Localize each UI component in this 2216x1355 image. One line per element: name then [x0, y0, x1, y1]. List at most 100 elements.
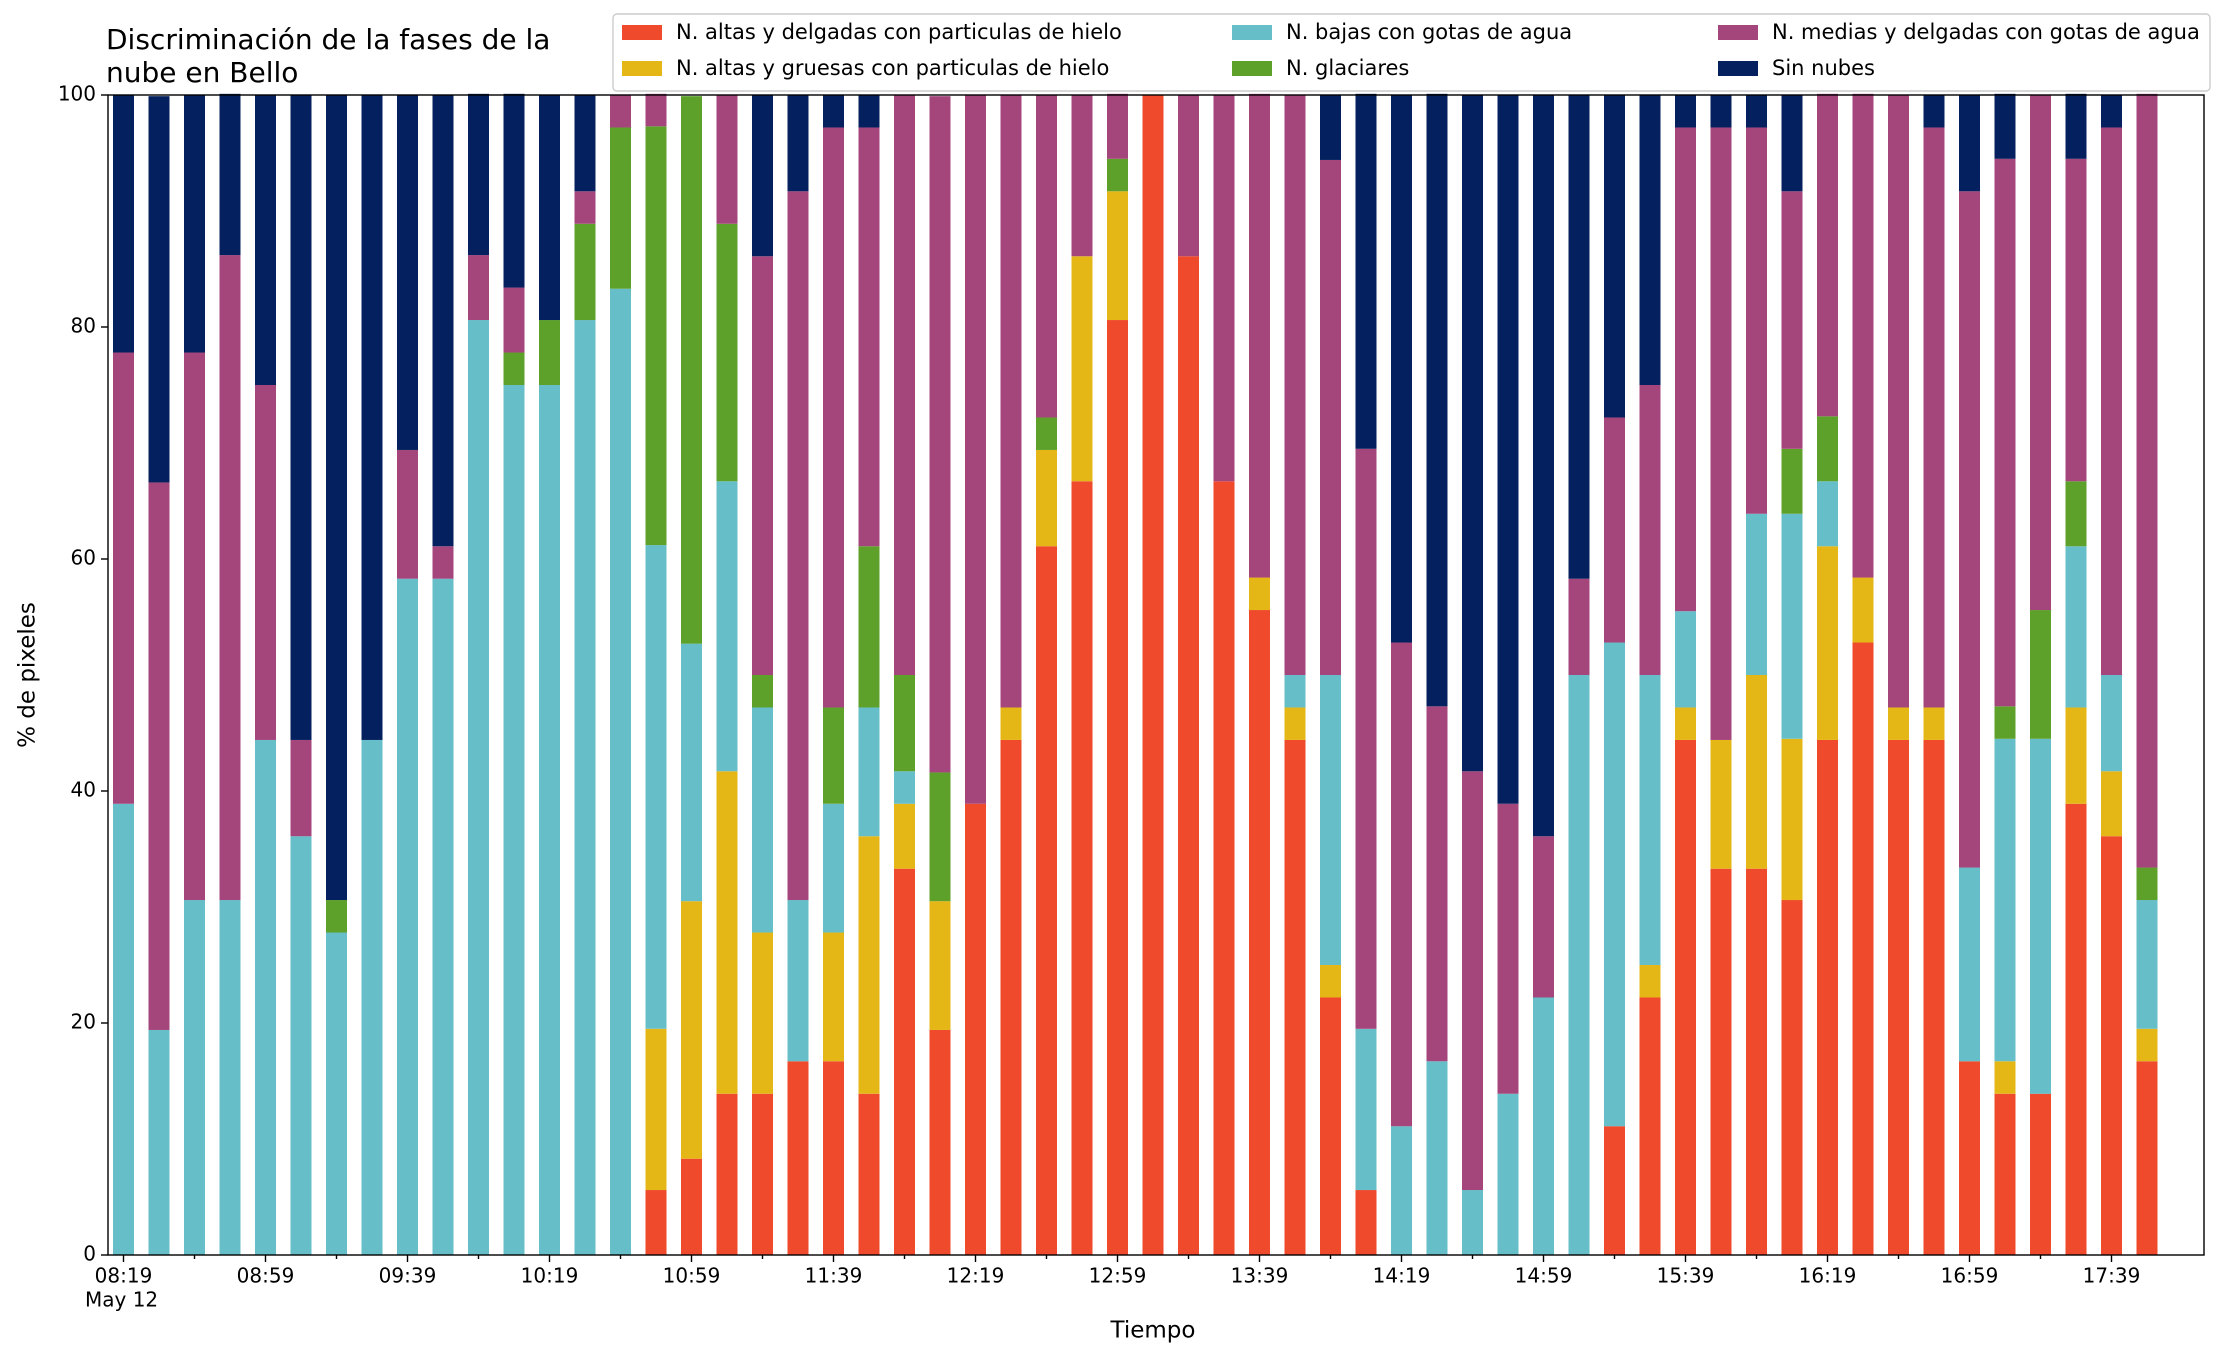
x-tick-label: 13:39: [1231, 1264, 1289, 1288]
bar-segment: [681, 643, 702, 902]
bar-segment: [1249, 610, 1270, 1255]
bar-segment: [894, 95, 915, 675]
bar-segment: [1639, 385, 1661, 675]
bar-segment: [290, 836, 312, 1255]
bar-segment: [823, 1061, 844, 1255]
bar-segment: [184, 352, 205, 901]
bar-segment: [1817, 93, 1838, 417]
bar-segment: [1320, 675, 1341, 965]
bar-segment: [1497, 1093, 1519, 1255]
bar-segment: [2065, 93, 2087, 159]
bar-segment: [1284, 675, 1306, 708]
bar-segment: [645, 1028, 667, 1191]
bar-segment: [1959, 191, 1980, 868]
bar-segment: [1923, 95, 1945, 128]
bar-segment: [858, 707, 880, 837]
bar-segment: [539, 95, 560, 321]
legend-label: N. bajas con gotas de agua: [1286, 20, 1572, 44]
bar-segment: [823, 127, 844, 708]
bar-segment: [1781, 513, 1803, 739]
bar-segment: [432, 95, 454, 547]
bar-segment: [1426, 1061, 1448, 1255]
bar-segment: [2065, 707, 2087, 804]
bar-segment: [1923, 739, 1945, 1255]
bar-segment: [1071, 256, 1093, 482]
bar-segment: [1604, 1126, 1625, 1255]
bar-segment: [787, 191, 809, 901]
bar-segment: [645, 1190, 667, 1255]
bar-segment: [894, 803, 915, 869]
bar-segment: [929, 1029, 951, 1255]
bar-segment: [1852, 577, 1874, 643]
bar-segment: [1320, 95, 1341, 160]
bar-segment: [1178, 95, 1199, 257]
bar-segment: [503, 287, 525, 353]
bar-segment: [1249, 577, 1270, 611]
bar-segment: [716, 481, 738, 772]
bar-segment: [1888, 707, 1909, 740]
bar-segment: [1497, 95, 1519, 804]
y-tick-label: 40: [71, 778, 96, 802]
bar-segment: [716, 223, 738, 482]
bar-segment: [326, 900, 347, 933]
bar-segment: [2101, 675, 2122, 772]
bar-segment: [823, 707, 844, 804]
bar-segment: [539, 385, 560, 1255]
bar-segment: [255, 385, 276, 740]
bar-segment: [1462, 1190, 1483, 1255]
bar-segment: [539, 320, 560, 385]
bar-segment: [1746, 513, 1767, 675]
bar-segment: [2101, 127, 2122, 676]
x-tick-label: 11:39: [805, 1264, 863, 1288]
bar-segment: [1604, 95, 1625, 418]
bar-segment: [1746, 95, 1767, 128]
bar-segment: [1781, 191, 1803, 449]
bar-segment: [326, 932, 347, 1255]
bar-segment: [1320, 965, 1341, 998]
bar-segment: [929, 901, 951, 1030]
bar-segment: [1320, 159, 1341, 675]
legend-label: N. glaciares: [1286, 56, 1409, 80]
y-tick-label: 80: [71, 314, 96, 338]
bar-segment: [1852, 642, 1874, 1255]
legend-swatch: [622, 61, 662, 76]
bar-segment: [2030, 95, 2051, 611]
bar-segment: [1746, 675, 1767, 869]
bar-segment: [1923, 127, 1945, 708]
bar-segment: [1284, 739, 1306, 1255]
bar-segment: [397, 578, 418, 1255]
bar-segment: [1568, 95, 1590, 579]
bar-segment: [1320, 997, 1341, 1255]
bar-segment: [1107, 191, 1128, 321]
bar-segment: [1355, 1028, 1377, 1191]
bar-segment: [1923, 707, 1945, 740]
bar-segment: [681, 1158, 702, 1255]
bar-segment: [1781, 738, 1803, 901]
legend-swatch: [1232, 61, 1272, 76]
bar-segment: [1036, 546, 1057, 1255]
bar-segment: [1604, 417, 1625, 643]
bar-segment: [1000, 707, 1022, 740]
bar-segment: [787, 95, 809, 192]
x-tick-label: 10:59: [663, 1264, 721, 1288]
bar-segment: [858, 1093, 880, 1255]
x-tick-label: 14:59: [1515, 1264, 1573, 1288]
bar-segment: [574, 95, 596, 192]
bar-segment: [1994, 1093, 2016, 1255]
bar-segment: [1781, 95, 1803, 192]
bar-segment: [1142, 95, 1164, 1255]
bar-segment: [1710, 127, 1732, 740]
bar-segment: [184, 95, 205, 353]
bar-segment: [1852, 93, 1874, 578]
bar-segment: [858, 95, 880, 128]
x-tick-label: 09:39: [379, 1264, 437, 1288]
y-tick-label: 60: [71, 546, 96, 570]
bar-segment: [397, 95, 418, 450]
chart-title: Discriminación de la fases de la: [106, 23, 550, 56]
bar-segment: [894, 675, 915, 772]
x-tick-label: 16:19: [1799, 1264, 1857, 1288]
bar-segment: [184, 900, 205, 1255]
legend-box: [612, 13, 2211, 92]
bar-segment: [219, 93, 241, 256]
